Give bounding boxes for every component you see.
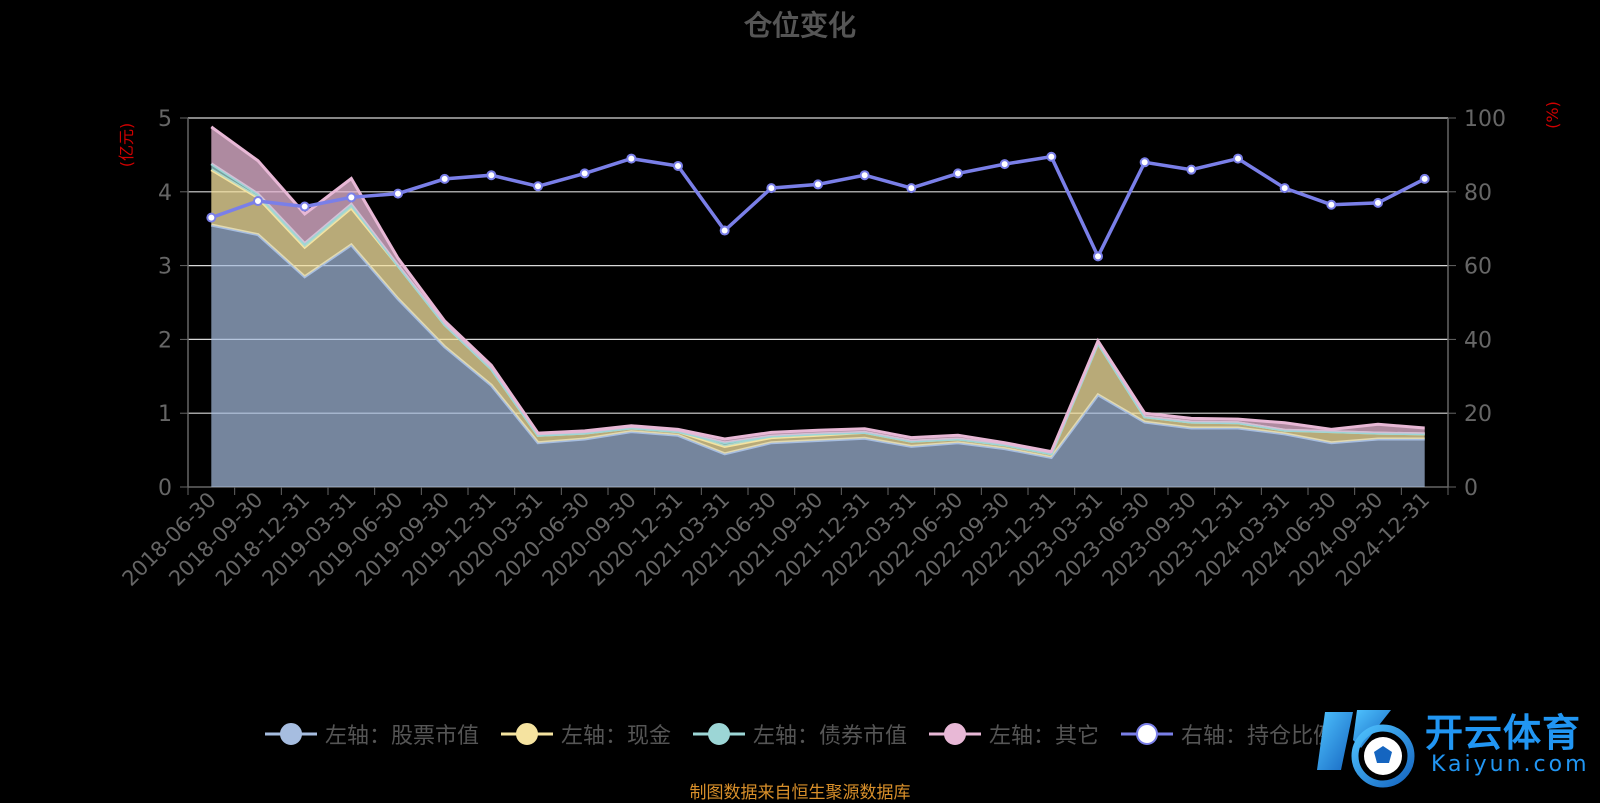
holding-ratio-point bbox=[1373, 197, 1383, 208]
legend-label: 左轴：债券市值 bbox=[752, 724, 907, 749]
watermark-name: 开云体育 bbox=[1425, 711, 1582, 755]
right-axis-tick-label: 60 bbox=[1464, 255, 1492, 280]
area-2 bbox=[211, 169, 1425, 458]
legend-swatch-icon bbox=[500, 723, 553, 745]
right-axis-unit: (%) bbox=[1543, 101, 1562, 129]
legend-label: 左轴：股票市值 bbox=[324, 724, 479, 749]
watermark-domain: Kaiyun.com bbox=[1431, 752, 1590, 777]
legend-item[interactable]: 左轴：现金 bbox=[500, 718, 671, 750]
legend-item[interactable]: 右轴：持仓比例 bbox=[1121, 718, 1335, 750]
legend-item[interactable]: 左轴：股票市值 bbox=[264, 718, 479, 750]
holding-ratio-point bbox=[206, 212, 217, 223]
right-axis-tick-label: 40 bbox=[1464, 328, 1492, 353]
left-axis-tick-label: 0 bbox=[158, 476, 172, 501]
holding-ratio-point bbox=[1046, 151, 1057, 162]
holding-ratio-point bbox=[766, 183, 777, 194]
left-axis-unit: (亿元) bbox=[117, 123, 136, 168]
legend-label: 右轴：持仓比例 bbox=[1181, 724, 1336, 749]
legend-swatch-icon bbox=[1121, 723, 1174, 745]
left-axis-tick-label: 4 bbox=[158, 181, 172, 206]
legend-label: 左轴：其它 bbox=[989, 724, 1100, 749]
holding-ratio-point bbox=[393, 188, 403, 199]
holding-ratio-line bbox=[210, 154, 1426, 261]
legend-item[interactable]: 左轴：债券市值 bbox=[692, 718, 907, 750]
holding-ratio-point bbox=[859, 170, 870, 181]
holding-ratio-point bbox=[1233, 153, 1243, 164]
holding-ratio-point bbox=[346, 192, 357, 203]
watermark-logo: 开云体育 Kaiyun.com bbox=[1313, 700, 1600, 790]
holding-ratio-point bbox=[533, 181, 543, 192]
legend-swatch-icon bbox=[264, 723, 317, 745]
legend-item[interactable]: 左轴：其它 bbox=[929, 718, 1099, 750]
holding-ratio-point bbox=[439, 173, 450, 184]
left-axis-tick-label: 5 bbox=[158, 107, 172, 132]
data-source-note: 制图数据来自恒生聚源数据库 bbox=[689, 783, 911, 803]
right-axis-tick-label: 20 bbox=[1464, 402, 1492, 427]
chart-title: 仓位变化 bbox=[743, 9, 856, 42]
holding-ratio-point bbox=[253, 196, 263, 207]
holding-ratio-point bbox=[486, 170, 497, 181]
holding-ratio-point bbox=[299, 201, 310, 212]
legend: 左轴：股票市值 左轴：现金 左轴：债券市值 左轴：其它 右轴：持仓比例 bbox=[0, 718, 1600, 750]
legend-label: 左轴：现金 bbox=[560, 724, 671, 749]
right-axis-tick-label: 0 bbox=[1464, 476, 1478, 501]
left-axis-tick-label: 3 bbox=[158, 255, 172, 280]
holding-ratio-point bbox=[1326, 199, 1337, 210]
legend-swatch-icon bbox=[692, 723, 745, 745]
holding-ratio-point bbox=[579, 168, 590, 179]
holding-ratio-point bbox=[719, 225, 730, 236]
holding-ratio-point bbox=[953, 168, 963, 179]
kaiyun-logo-icon bbox=[1317, 710, 1415, 788]
left-axis-tick-label: 2 bbox=[158, 328, 172, 353]
holding-ratio-point bbox=[906, 183, 917, 194]
holding-ratio-point bbox=[1186, 164, 1197, 175]
area-1 bbox=[211, 225, 1425, 487]
right-axis-tick-label: 100 bbox=[1464, 107, 1506, 132]
holding-ratio-point bbox=[673, 160, 683, 171]
holding-ratio-point bbox=[1139, 157, 1150, 168]
holding-ratio-point bbox=[1279, 183, 1290, 194]
area-line-4 bbox=[210, 125, 1425, 454]
holding-ratio-point bbox=[999, 159, 1010, 170]
right-axis-tick-label: 80 bbox=[1464, 181, 1492, 206]
holding-ratio-point bbox=[813, 179, 823, 190]
holding-ratio-point bbox=[1419, 173, 1430, 184]
holding-ratio-point bbox=[1093, 251, 1103, 262]
left-axis-tick-label: 1 bbox=[158, 402, 172, 427]
legend-swatch-icon bbox=[929, 723, 981, 745]
holding-ratio-point bbox=[626, 153, 637, 164]
